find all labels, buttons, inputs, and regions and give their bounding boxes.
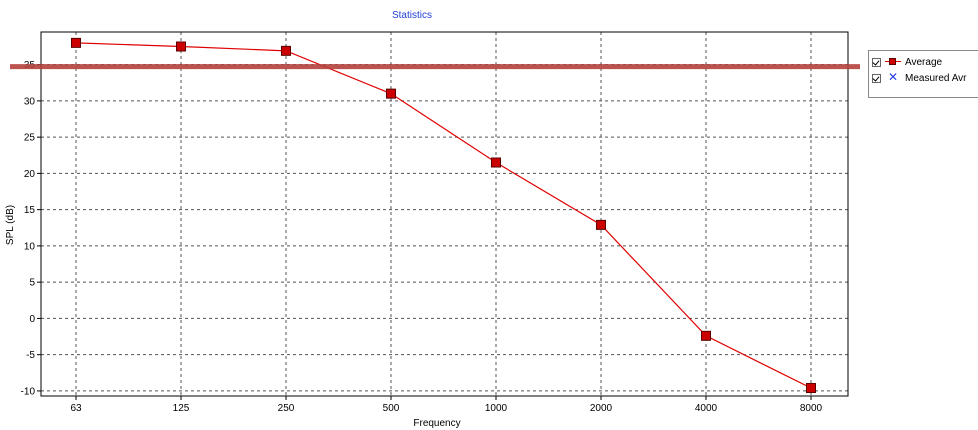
y-axis-ticks: -10-505101520253035 — [21, 60, 41, 397]
data-point-marker — [596, 219, 606, 230]
series-line-average — [75, 42, 812, 389]
x-tick-label: 63 — [70, 403, 82, 414]
x-tick-label: 2000 — [590, 403, 613, 414]
legend-item-measured-avr[interactable]: ✕ Measured Avr — [872, 70, 967, 85]
x-tick-label: 250 — [278, 403, 295, 414]
data-point-marker — [281, 45, 291, 56]
y-tick-label: 5 — [29, 278, 35, 289]
legend-label-measured-avr: Measured Avr — [905, 72, 967, 84]
y-tick-label: -5 — [26, 350, 35, 361]
y-tick-label: 25 — [24, 133, 36, 144]
plot-area — [40, 31, 849, 397]
y-tick-label: 0 — [29, 314, 35, 325]
red-square-line-icon — [885, 56, 901, 68]
data-point-marker — [491, 157, 501, 168]
y-tick-label: 30 — [24, 96, 36, 107]
x-axis-label: Frequency — [413, 418, 460, 429]
y-tick-label: -10 — [21, 386, 36, 397]
blue-x-icon: ✕ — [888, 70, 899, 84]
x-axis-ticks: 63 125 250 500 1000 2000 4000 8000 — [70, 396, 823, 414]
grid-lines — [41, 32, 848, 396]
data-point-marker — [806, 383, 816, 394]
x-tick-label: 4000 — [695, 403, 718, 414]
y-tick-label: 15 — [24, 205, 36, 216]
data-point-marker — [701, 330, 711, 341]
y-tick-label: 10 — [24, 241, 36, 252]
legend-item-average[interactable]: Average — [872, 55, 942, 69]
x-tick-label: 8000 — [800, 403, 823, 414]
legend-checkbox-average[interactable] — [872, 57, 881, 67]
y-tick-label: 20 — [24, 169, 36, 180]
legend-checkbox-measured-avr[interactable] — [872, 73, 881, 83]
legend: Average ✕ Measured Avr — [868, 50, 978, 98]
x-tick-label: 125 — [173, 403, 190, 414]
x-tick-label: 1000 — [485, 403, 508, 414]
legend-label-average: Average — [905, 56, 943, 68]
series-average — [71, 37, 816, 394]
x-tick-label: 500 — [383, 403, 400, 414]
data-point-marker — [386, 88, 396, 99]
data-point-marker — [176, 41, 186, 52]
y-axis-label: SPL (dB) — [5, 205, 16, 245]
data-point-marker — [71, 37, 81, 48]
chart-title: Statistics — [392, 10, 432, 21]
